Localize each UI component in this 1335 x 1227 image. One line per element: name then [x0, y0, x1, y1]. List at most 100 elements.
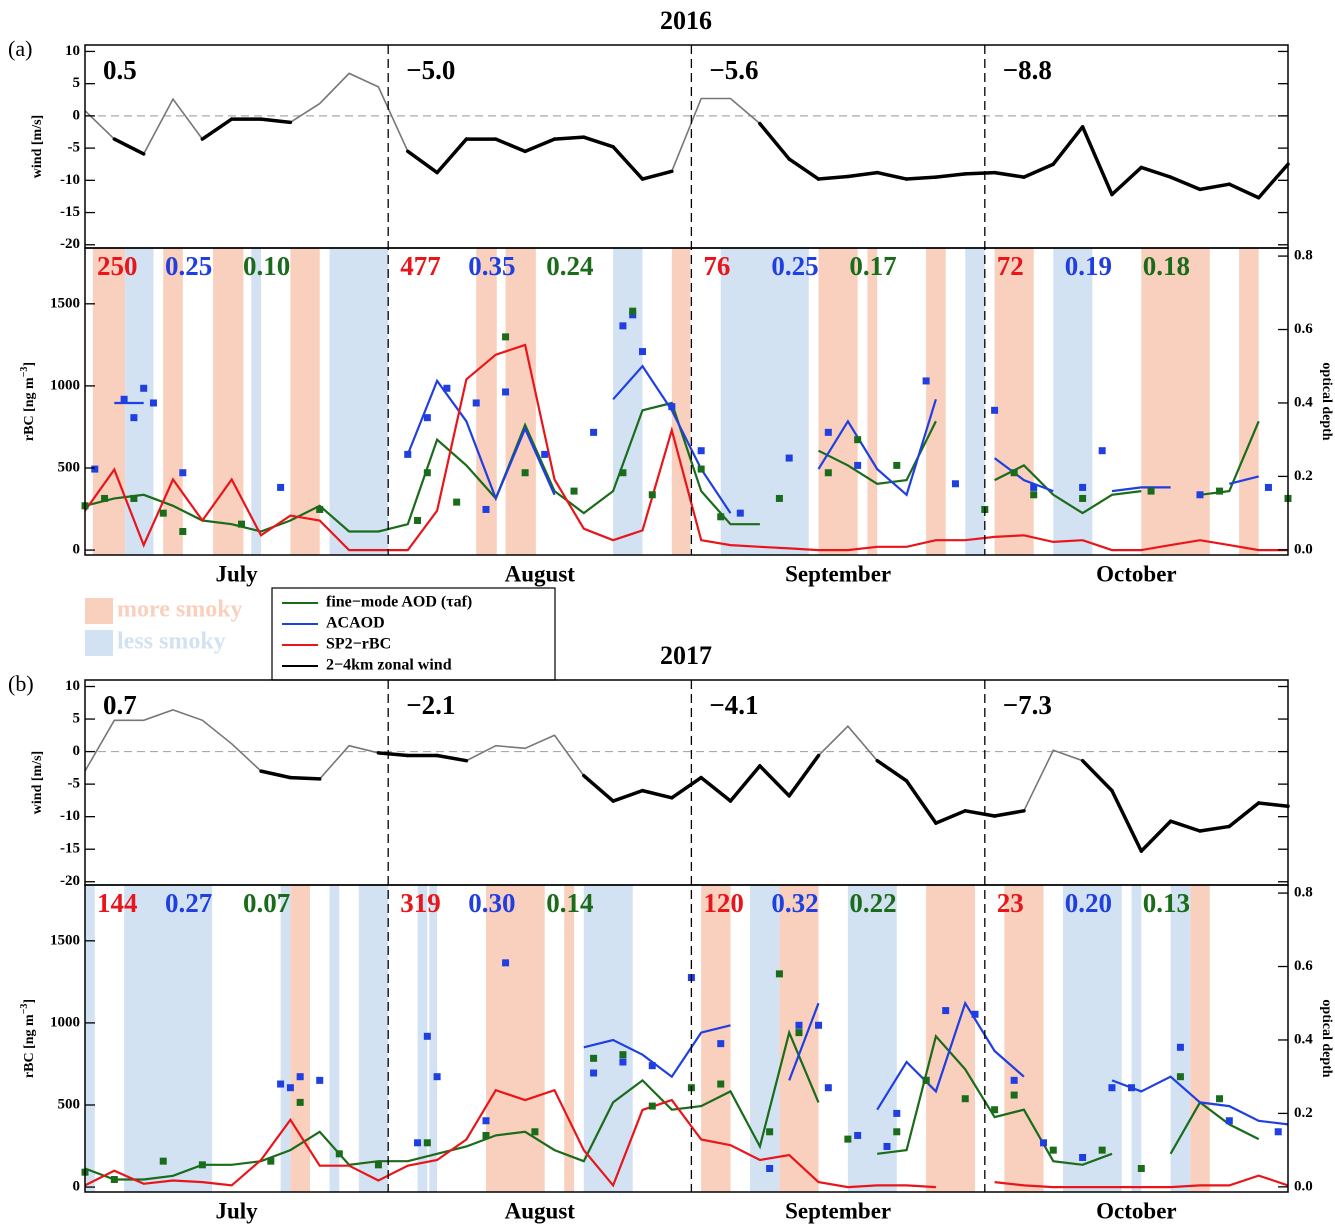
y-axis-label-part: −3 [19, 367, 30, 378]
y-axis-label: rBC [ng m−3] [19, 999, 37, 1078]
y-tick-label: 500 [58, 459, 81, 475]
wind-negative-segment [816, 174, 850, 181]
data-square [1079, 483, 1087, 491]
wind-negative-segment [875, 758, 909, 783]
data-square [1274, 1128, 1282, 1136]
y-axis-label-part: ] [22, 999, 37, 1004]
wind-negative-segment [494, 137, 527, 154]
wind-negative-segment [758, 121, 791, 161]
smoke-span [583, 885, 633, 1192]
data-square [277, 483, 285, 491]
data-square [423, 469, 431, 477]
data-square [179, 469, 187, 477]
wind-negative-segment [963, 170, 997, 176]
data-square [1128, 1084, 1136, 1092]
data-square [1176, 1043, 1184, 1051]
wind-negative-segment [200, 117, 234, 141]
data-square [502, 388, 510, 396]
y-tick-label: 10 [65, 43, 80, 59]
data-square [531, 1128, 539, 1136]
data-square [404, 450, 412, 458]
y-tick-label: 1500 [50, 932, 80, 948]
monthly-mean: 23 [997, 888, 1024, 918]
smoke-span [329, 885, 340, 1192]
wind-negative-segment [758, 764, 791, 798]
y-tick-label: 0 [73, 107, 81, 123]
data-square [296, 1098, 304, 1106]
y-tick-label: 1500 [50, 295, 80, 311]
wind-negative-segment [992, 809, 1026, 818]
smoke-span [358, 885, 389, 1192]
y2-tick-label: 0.6 [1294, 321, 1313, 337]
legend-box [271, 587, 556, 681]
legend-label: 2−4km zonal wind [326, 657, 452, 674]
data-square [414, 516, 422, 524]
y-axis-label-part: rBC [ng m [22, 377, 37, 441]
wind-negative-segment [640, 169, 674, 181]
data-square [854, 436, 862, 444]
monthly-mean: −4.1 [709, 690, 758, 720]
wind-negative-segment [1168, 175, 1202, 192]
data-square [130, 494, 138, 502]
panel-label: (a) [8, 36, 32, 61]
series-line [583, 1000, 1289, 1126]
smoke-span [720, 248, 809, 555]
wind-negative-segment [1022, 162, 1056, 179]
monthly-mean: 0.14 [546, 888, 593, 918]
y2-axis-label: optical depth [1319, 999, 1334, 1077]
wind-negative-segment [846, 170, 879, 179]
monthly-mean: 0.18 [1143, 251, 1190, 281]
data-square [648, 1062, 656, 1070]
data-square [1010, 469, 1018, 477]
smoke-span [1190, 885, 1210, 1192]
data-square [1216, 487, 1224, 495]
data-square [893, 1109, 901, 1117]
y-axis-label: rBC [ng m−3] [19, 362, 37, 441]
wind-negative-segment [112, 137, 146, 156]
series-line [84, 343, 1288, 552]
y-tick-label: -10 [60, 172, 80, 188]
monthly-mean: 0.30 [468, 888, 515, 918]
smoke-span [779, 885, 819, 1192]
data-square [453, 498, 461, 506]
smoke-span [213, 248, 244, 555]
data-square [590, 428, 598, 436]
wind-negative-segment [1110, 165, 1144, 197]
x-tick-label: September [785, 561, 891, 586]
smoke-span [505, 248, 536, 555]
data-square [922, 377, 930, 385]
monthly-mean: −8.8 [1003, 55, 1052, 85]
y2-tick-label: 0.2 [1294, 1105, 1313, 1121]
smoke-span [476, 248, 497, 555]
panel-title: 2017 [660, 641, 712, 670]
smoke-span [329, 248, 389, 555]
y-tick-label: -15 [60, 204, 80, 220]
wind-negative-segment [288, 775, 322, 781]
y-tick-label: 1000 [50, 1014, 80, 1030]
monthly-mean: 0.19 [1065, 251, 1112, 281]
monthly-mean: 477 [400, 251, 441, 281]
smoke-span [290, 248, 320, 555]
data-square [775, 494, 783, 502]
x-tick-label: July [216, 1198, 259, 1223]
data-square [159, 509, 167, 517]
y-axis-label-part: rBC [ng m [22, 1014, 37, 1078]
data-square [1049, 1146, 1057, 1154]
monthly-mean: 319 [400, 888, 441, 918]
data-square [482, 505, 490, 513]
wind-negative-segment [640, 788, 674, 800]
data-square [423, 1139, 431, 1147]
data-square [1079, 1153, 1087, 1161]
data-square [785, 454, 793, 462]
data-square [697, 447, 705, 455]
x-tick-label: August [505, 1198, 576, 1223]
wind-negative-segment [670, 775, 703, 800]
data-square [237, 520, 245, 528]
y-tick-label: 5 [73, 710, 81, 726]
y-tick-label: 5 [73, 75, 81, 91]
data-square [1196, 491, 1204, 499]
data-square [443, 384, 451, 392]
smoke-span [417, 885, 428, 1192]
x-tick-label: October [1096, 561, 1176, 586]
